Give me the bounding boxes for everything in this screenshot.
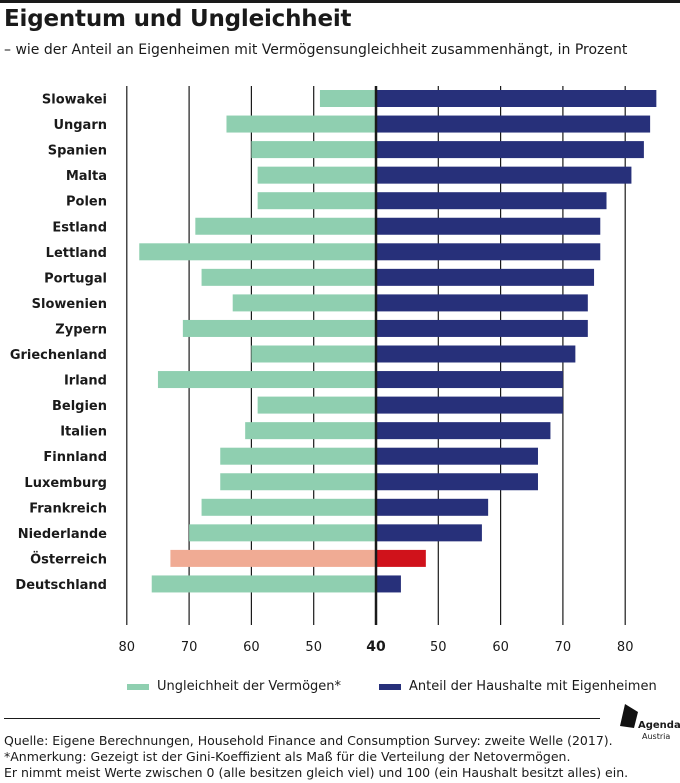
footer-rule xyxy=(4,718,600,719)
bar-ownership-1 xyxy=(376,115,651,133)
bar-ownership-0 xyxy=(376,90,657,107)
bar-ownership-4 xyxy=(376,192,607,210)
bar-inequality-7 xyxy=(201,268,376,286)
agenda-austria-logo: Agenda Austria xyxy=(618,702,680,746)
bar-ownership-3 xyxy=(376,166,632,184)
category-label: Malta xyxy=(66,169,107,184)
logo-wordmark: Agenda xyxy=(638,720,680,731)
bar-inequality-12 xyxy=(257,396,376,414)
bar-ownership-19 xyxy=(376,575,401,593)
bar-inequality-10 xyxy=(251,345,376,363)
logo-wordmark-sub: Austria xyxy=(642,732,671,741)
bar-inequality-16 xyxy=(201,498,376,516)
legend-item-inequality: Ungleichheit der Vermögen* xyxy=(127,679,341,694)
bar-ownership-5 xyxy=(376,217,601,235)
category-label: Estland xyxy=(52,220,107,235)
category-label: Slowakei xyxy=(42,93,107,108)
category-label: Niederlande xyxy=(18,527,107,542)
bar-inequality-1 xyxy=(226,115,376,133)
bar-ownership-13 xyxy=(376,422,551,440)
category-label: Spanien xyxy=(48,144,107,159)
bar-inequality-3 xyxy=(257,166,376,184)
bar-inequality-18 xyxy=(170,549,376,567)
bar-ownership-12 xyxy=(376,396,563,414)
tick-label-center: 40 xyxy=(366,639,386,655)
note-line: *Anmerkung: Gezeigt ist der Gini-Koeffiz… xyxy=(4,749,571,764)
bar-inequality-11 xyxy=(157,371,376,389)
bar-ownership-6 xyxy=(376,243,601,261)
source-line: Quelle: Eigene Berechnungen, Household F… xyxy=(4,733,613,748)
legend-label-ownership: Anteil der Haushalte mit Eigenheimen xyxy=(409,679,657,694)
bar-inequality-6 xyxy=(139,243,376,261)
chart-subtitle: – wie der Anteil an Eigenheimen mit Verm… xyxy=(4,42,628,58)
tick-label-left: 80 xyxy=(119,640,136,655)
bar-inequality-9 xyxy=(182,319,376,337)
tick-label-left: 70 xyxy=(181,640,198,655)
diverging-bar-chart: Slowakei Ungarn Spanien Malta Polen Estland Le… xyxy=(10,86,657,655)
bar-inequality-8 xyxy=(232,294,376,312)
bar-inequality-15 xyxy=(220,473,376,491)
bar-ownership-14 xyxy=(376,447,538,465)
category-label: Portugal xyxy=(44,271,107,286)
bar-inequality-2 xyxy=(251,141,376,159)
legend-swatch-ownership xyxy=(379,683,401,690)
category-label: Deutschland xyxy=(15,578,107,593)
bar-ownership-7 xyxy=(376,268,595,286)
legend-swatch-inequality xyxy=(127,683,149,690)
bar-ownership-2 xyxy=(376,141,644,159)
bar-ownership-10 xyxy=(376,345,576,363)
bar-ownership-15 xyxy=(376,473,538,491)
category-label: Griechenland xyxy=(10,348,107,363)
category-label: Österreich xyxy=(30,551,107,567)
bar-inequality-17 xyxy=(189,524,376,542)
bar-ownership-17 xyxy=(376,524,482,542)
category-label: Italien xyxy=(60,425,107,440)
bar-ownership-9 xyxy=(376,319,588,337)
source-note: Quelle: Eigene Berechnungen, Household F… xyxy=(4,733,628,781)
bar-inequality-19 xyxy=(151,575,376,593)
legend-item-ownership: Anteil der Haushalte mit Eigenheimen xyxy=(379,679,657,694)
category-label: Frankreich xyxy=(29,501,107,516)
logo-mark-icon xyxy=(620,704,638,728)
category-label: Polen xyxy=(66,195,107,210)
bar-ownership-8 xyxy=(376,294,588,312)
bar-inequality-4 xyxy=(257,192,376,210)
category-label: Slowenien xyxy=(32,297,107,312)
top-rule xyxy=(0,0,680,3)
category-label: Luxemburg xyxy=(24,476,107,491)
bar-inequality-14 xyxy=(220,447,376,465)
category-label: Ungarn xyxy=(53,118,107,133)
bar-inequality-0 xyxy=(319,90,376,107)
note-line-range: Er nimmt meist Werte zwischen 0 (alle be… xyxy=(4,765,629,780)
bar-ownership-11 xyxy=(376,371,563,389)
bar-inequality-13 xyxy=(245,422,376,440)
tick-label-left: 60 xyxy=(243,640,260,655)
tick-label-right: 80 xyxy=(617,640,634,655)
bar-inequality-5 xyxy=(195,217,376,235)
tick-label-right: 60 xyxy=(492,640,509,655)
tick-label-right: 50 xyxy=(430,640,447,655)
category-label: Zypern xyxy=(55,322,107,337)
category-label: Finnland xyxy=(43,450,107,465)
tick-label-right: 70 xyxy=(555,640,572,655)
bar-ownership-16 xyxy=(376,498,489,516)
category-label: Belgien xyxy=(52,399,107,414)
category-label: Lettland xyxy=(46,246,107,261)
category-label: Irland xyxy=(64,374,107,389)
bar-ownership-18 xyxy=(376,549,426,567)
chart-title: Eigentum und Ungleichheit xyxy=(4,6,352,32)
legend-label-inequality: Ungleichheit der Vermögen* xyxy=(157,679,342,694)
tick-label-left: 50 xyxy=(305,640,322,655)
